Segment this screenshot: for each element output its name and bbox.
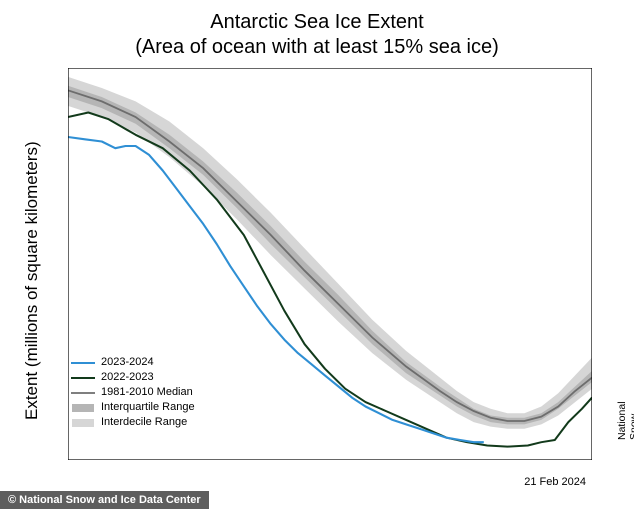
- legend-item: 2023-2024: [70, 355, 195, 370]
- legend-item: Interdecile Range: [70, 415, 195, 430]
- legend-label: Interdecile Range: [101, 415, 187, 430]
- legend-patch-swatch: [70, 402, 96, 414]
- chart-title-line1: Antarctic Sea Ice Extent: [0, 10, 634, 35]
- legend-line-swatch: [70, 357, 96, 369]
- date-stamp: 21 Feb 2024: [524, 476, 586, 488]
- legend-line-swatch: [70, 372, 96, 384]
- source-credit-bar: © National Snow and Ice Data Center: [0, 491, 209, 509]
- legend-label: 2023-2024: [101, 355, 154, 370]
- legend-patch-swatch: [70, 417, 96, 429]
- right-credit-text: National Snow and Ice Data Center, Unive…: [616, 394, 634, 440]
- legend-label: Interquartile Range: [101, 400, 195, 415]
- legend: 2023-20242022-20231981-2010 MedianInterq…: [70, 355, 195, 430]
- y-axis-label: Extent (millions of square kilometers): [22, 141, 42, 420]
- legend-item: 1981-2010 Median: [70, 385, 195, 400]
- legend-line-swatch: [70, 387, 96, 399]
- legend-label: 1981-2010 Median: [101, 385, 193, 400]
- legend-label: 2022-2023: [101, 370, 154, 385]
- chart-title-line2: (Area of ocean with at least 15% sea ice…: [0, 35, 634, 60]
- legend-item: 2022-2023: [70, 370, 195, 385]
- legend-item: Interquartile Range: [70, 400, 195, 415]
